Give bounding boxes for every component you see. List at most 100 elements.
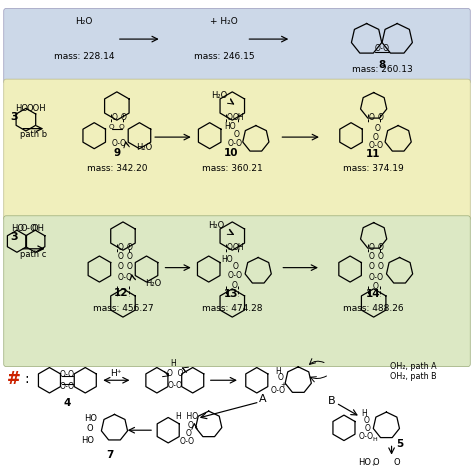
Text: O: O (120, 113, 127, 122)
Text: mass: 360.21: mass: 360.21 (202, 164, 263, 173)
Text: O: O (233, 262, 239, 271)
Text: HO: HO (11, 224, 24, 233)
Text: O: O (87, 424, 93, 433)
FancyBboxPatch shape (4, 216, 470, 366)
Text: O: O (188, 421, 194, 430)
Text: 4: 4 (64, 398, 71, 408)
Text: path b: path b (20, 130, 47, 139)
Text: O-O: O-O (112, 139, 127, 148)
Text: OH₂, path A: OH₂, path A (390, 362, 437, 371)
Text: B: B (328, 396, 335, 406)
Text: O: O (377, 252, 383, 261)
Text: O: O (277, 374, 283, 383)
Text: H: H (275, 367, 282, 376)
Text: H₂O: H₂O (146, 279, 162, 288)
Text: HO: HO (224, 122, 236, 131)
Text: O-O: O-O (374, 44, 390, 53)
Text: O: O (126, 262, 132, 271)
Text: OH: OH (232, 113, 244, 122)
Text: O  O: O O (109, 124, 125, 130)
Text: O-O: O-O (359, 432, 374, 441)
Text: mass: 374.19: mass: 374.19 (343, 164, 404, 173)
Text: O: O (368, 252, 374, 261)
Text: HO: HO (84, 414, 98, 423)
Text: 13: 13 (224, 289, 238, 299)
Text: O-O: O-O (167, 382, 182, 391)
Text: mass: 342.20: mass: 342.20 (87, 164, 147, 173)
Text: H  HO: H HO (176, 411, 198, 420)
Text: O: O (118, 252, 124, 261)
Text: O: O (227, 243, 233, 252)
Text: O: O (234, 130, 240, 139)
FancyBboxPatch shape (4, 79, 470, 220)
Text: + H₂O: + H₂O (210, 17, 238, 26)
Text: 10: 10 (224, 148, 238, 158)
Text: mass: 228.14: mass: 228.14 (54, 52, 114, 61)
Text: O: O (373, 458, 379, 467)
Text: H₂O: H₂O (75, 17, 92, 26)
Text: 9: 9 (113, 148, 120, 158)
Text: HO: HO (81, 436, 94, 445)
Text: O: O (394, 458, 401, 467)
Text: OOH: OOH (27, 104, 46, 113)
Text: O: O (126, 243, 132, 252)
Text: mass: 260.13: mass: 260.13 (352, 65, 412, 74)
Text: O: O (232, 281, 237, 290)
Text: O: O (377, 113, 383, 122)
Text: mass: 474.28: mass: 474.28 (202, 304, 263, 313)
Text: O: O (373, 133, 379, 142)
Text: :: : (24, 372, 28, 386)
Text: H: H (373, 437, 377, 442)
Text: path c: path c (20, 250, 46, 259)
Text: O-O: O-O (180, 437, 194, 446)
Text: A: A (259, 394, 267, 404)
Text: 5: 5 (396, 439, 403, 449)
Text: O: O (374, 124, 380, 133)
Text: HO: HO (16, 104, 28, 113)
Text: O: O (368, 243, 374, 252)
Text: 12: 12 (114, 288, 128, 298)
Text: mass: 246.15: mass: 246.15 (194, 52, 255, 61)
Text: mass: 456.27: mass: 456.27 (92, 304, 153, 313)
Text: O: O (227, 113, 233, 122)
Text: H₂O: H₂O (211, 91, 227, 100)
Text: H⁺: H⁺ (110, 369, 122, 378)
Text: O: O (365, 424, 371, 433)
Text: O: O (111, 113, 118, 122)
Text: 3: 3 (10, 112, 18, 122)
Text: O: O (126, 252, 132, 261)
Text: O-O: O-O (271, 386, 286, 395)
Text: O: O (185, 429, 191, 438)
Text: H: H (171, 359, 176, 368)
Text: 11: 11 (365, 148, 380, 159)
Text: 14: 14 (365, 289, 380, 299)
Text: OH: OH (232, 243, 244, 252)
Text: O-O: O-O (118, 273, 133, 282)
Text: +: + (280, 382, 286, 388)
Text: mass: 488.26: mass: 488.26 (343, 304, 404, 313)
Text: O  O: O O (166, 369, 183, 378)
Text: O: O (118, 243, 124, 252)
Text: H: H (361, 409, 367, 418)
Text: HO: HO (358, 458, 371, 467)
Text: O-O: O-O (227, 139, 242, 148)
Text: H₂O: H₂O (136, 143, 152, 152)
Text: 8: 8 (379, 60, 386, 70)
Text: 7: 7 (106, 450, 113, 460)
Text: HO: HO (221, 255, 232, 264)
Text: O-O: O-O (227, 271, 242, 280)
Text: 3: 3 (10, 232, 18, 242)
Text: O-O: O-O (368, 141, 383, 150)
Text: OH₂, path B: OH₂, path B (390, 372, 437, 381)
Text: O: O (377, 262, 383, 271)
Text: #: # (7, 370, 20, 388)
Text: H₂O: H₂O (209, 221, 225, 230)
Text: O: O (377, 243, 383, 252)
Text: O-O: O-O (60, 370, 75, 379)
FancyBboxPatch shape (4, 9, 470, 84)
Text: O-O: O-O (368, 273, 383, 282)
Text: O: O (368, 262, 374, 271)
Text: O: O (118, 262, 124, 271)
Text: O-O: O-O (20, 224, 37, 233)
Text: ⁺: ⁺ (372, 464, 375, 470)
